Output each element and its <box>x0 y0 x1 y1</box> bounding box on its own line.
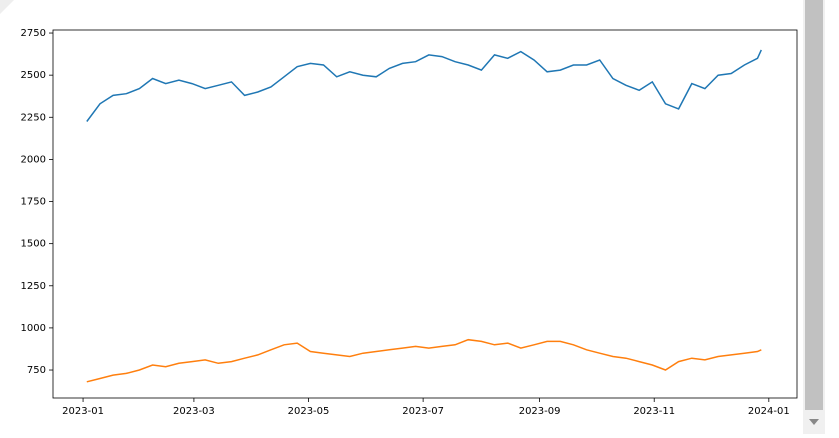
x-tick-label: 2023-11 <box>633 406 675 417</box>
x-tick-label: 2023-05 <box>288 406 330 417</box>
y-tick-label: 1000 <box>21 323 46 334</box>
x-tick-label: 2023-01 <box>62 406 104 417</box>
y-tick-label: 2000 <box>21 154 46 165</box>
y-tick-label: 2500 <box>21 70 46 81</box>
y-tick-label: 1250 <box>21 281 46 292</box>
axes-frame <box>52 29 798 399</box>
y-tick-label: 1750 <box>21 197 46 208</box>
scrollbar-thumb[interactable] <box>805 0 823 410</box>
y-tick-label: 2250 <box>21 112 46 123</box>
x-tick-label: 2023-09 <box>519 406 561 417</box>
line-series <box>86 338 762 383</box>
line-series <box>86 49 762 122</box>
x-tick-label: 2023-07 <box>402 406 444 417</box>
corner <box>0 0 14 14</box>
y-tick-label: 2750 <box>21 28 46 39</box>
x-tick-label: 2024-01 <box>748 406 790 417</box>
plot-area: 750 1000 1250 1500 1750 2000 2250 2500 2750 2023-… <box>21 28 790 417</box>
x-tick-label: 2023-03 <box>173 406 215 417</box>
y-tick-label: 750 <box>27 365 46 376</box>
scroll-down-arrow[interactable] <box>809 419 819 425</box>
y-tick-label: 1500 <box>21 239 46 250</box>
